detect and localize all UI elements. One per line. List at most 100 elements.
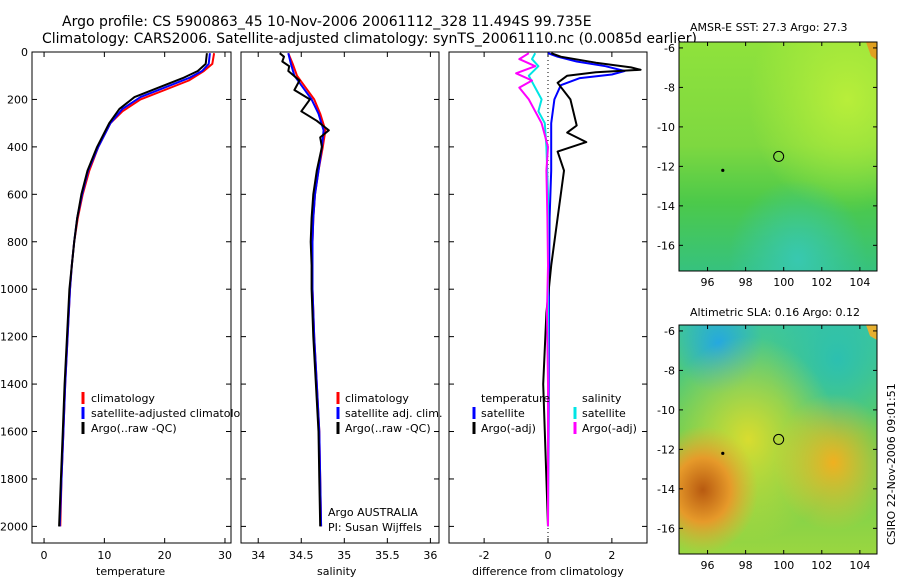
y-tick-label: 2000 — [0, 520, 28, 533]
y-tick-label: 600 — [7, 188, 28, 201]
y-tick-label: 1800 — [0, 473, 28, 486]
x-tick-label: 20 — [158, 549, 172, 562]
sst-map-panel: AMSR-E SST: 27.3 Argo: 27.3 96 98 100 102 10… — [657, 21, 878, 289]
difference-panel: -2 0 2 difference from climatology tempera… — [448, 51, 648, 578]
sla-map-title: Altimetric SLA: 0.16 Argo: 0.12 — [690, 306, 860, 319]
sla-coast-patch — [866, 325, 877, 340]
difference-xlabel: difference from climatology — [472, 565, 624, 578]
y-tick-label: -6 — [664, 325, 675, 338]
salinity-axes-frame — [240, 51, 440, 544]
sla-map-panel: Altimetric SLA: 0.16 Argo: 0.12 96 98 100 1… — [657, 306, 878, 572]
x-tick-label: 100 — [773, 276, 794, 289]
series-argo — [58, 53, 208, 527]
x-tick-label: 104 — [849, 559, 870, 572]
temperature-legend: climatology satellite-adjusted climatolo… — [81, 392, 254, 435]
y-tick-label: -16 — [657, 522, 675, 535]
difference-series — [515, 52, 642, 527]
temperature-axes-frame — [31, 51, 232, 544]
legend-sal-satellite-label: satellite — [582, 407, 626, 420]
sla-map-ticks: 96 98 100 102 104 -6 -8 -10 -12 -14 -16 — [657, 325, 877, 572]
x-tick-label: 102 — [811, 276, 832, 289]
difference-legend: temperature salinity satellite Argo(-adj… — [472, 392, 637, 435]
y-tick-label: 1400 — [0, 378, 28, 391]
y-tick-label: 400 — [7, 141, 28, 154]
salinity-xlabel: salinity — [317, 565, 357, 578]
x-tick-label: 96 — [701, 559, 715, 572]
float-trail-marker — [721, 168, 725, 172]
x-tick-label: 30 — [218, 549, 232, 562]
salinity-ticks: 34 34.5 35 35.5 36 — [241, 51, 439, 562]
x-tick-label: 98 — [739, 276, 753, 289]
x-tick-label: 0 — [545, 549, 552, 562]
x-tick-label: 2 — [608, 549, 615, 562]
x-tick-label: 35 — [337, 549, 351, 562]
argo-position-marker — [773, 433, 785, 445]
x-tick-label: 96 — [701, 276, 715, 289]
series-argo — [279, 52, 330, 527]
sst-map-ticks: 96 98 100 102 104 -6 -8 -10 -12 -14 -16 — [657, 42, 877, 289]
argo-position-marker — [773, 150, 785, 162]
legend-satellite-label: satellite-adjusted climatology — [91, 407, 254, 420]
x-tick-label: 36 — [423, 549, 437, 562]
salinity-series — [279, 52, 330, 527]
float-trail-marker — [721, 451, 725, 455]
x-tick-label: 10 — [97, 549, 111, 562]
sla-hot-patch — [679, 325, 877, 554]
x-tick-label: 104 — [849, 276, 870, 289]
series-salinity-argo-adj — [515, 52, 549, 527]
y-tick-label: -14 — [657, 483, 675, 496]
y-tick-label: -14 — [657, 200, 675, 213]
y-tick-label: -8 — [664, 81, 675, 94]
legend-satellite-label: satellite adj. clim. — [345, 407, 442, 420]
y-tick-label: 1000 — [0, 283, 28, 296]
temperature-series — [58, 53, 216, 527]
x-tick-label: 34.5 — [289, 549, 314, 562]
y-tick-label: 200 — [7, 93, 28, 106]
y-tick-label: -12 — [657, 160, 675, 173]
x-tick-label: -2 — [479, 549, 490, 562]
legend-argo-label: Argo(..raw -QC) — [345, 422, 431, 435]
y-tick-label: -16 — [657, 239, 675, 252]
y-tick-label: -10 — [657, 121, 675, 134]
legend-salinity-title: salinity — [582, 392, 622, 405]
series-temperature-satellite — [547, 52, 626, 527]
y-tick-label: -8 — [664, 364, 675, 377]
y-tick-label: 800 — [7, 236, 28, 249]
difference-ticks: -2 0 2 — [449, 51, 647, 562]
legend-temperature-title: temperature — [481, 392, 550, 405]
float-owner: Argo AUSTRALIA — [328, 506, 418, 519]
salinity-legend: climatology satellite adj. clim. Argo(..… — [336, 392, 442, 435]
footer-stamp: CSIRO 22-Nov-2006 09:01:51 — [885, 383, 898, 545]
x-tick-label: 0 — [41, 549, 48, 562]
legend-climatology-label: climatology — [345, 392, 409, 405]
sst-coast-patch — [866, 42, 877, 60]
y-tick-label: -6 — [664, 42, 675, 55]
x-tick-label: 34 — [251, 549, 265, 562]
series-temperature-argo-adj — [542, 52, 642, 527]
y-tick-label: 1200 — [0, 331, 28, 344]
salinity-panel: 34 34.5 35 35.5 36 salinity climatology sate… — [240, 51, 442, 578]
temperature-panel: 0 10 20 30 0 200 400 600 800 1000 1200 1400 1600 1800… — [0, 46, 254, 578]
x-tick-label: 98 — [739, 559, 753, 572]
sst-map-frame — [678, 41, 878, 272]
legend-climatology-label: climatology — [91, 392, 155, 405]
y-tick-label: 0 — [21, 46, 28, 59]
x-tick-label: 100 — [773, 559, 794, 572]
legend-temp-satellite-label: satellite — [481, 407, 525, 420]
x-tick-label: 35.5 — [375, 549, 400, 562]
sst-map-title: AMSR-E SST: 27.3 Argo: 27.3 — [690, 21, 848, 34]
x-tick-label: 102 — [811, 559, 832, 572]
float-pi: PI: Susan Wijffels — [328, 521, 422, 534]
legend-sal-argo-label: Argo(-adj) — [582, 422, 637, 435]
temperature-ticks: 0 10 20 30 0 200 400 600 800 1000 1200 1400 1600 1800… — [0, 46, 232, 562]
sst-cool-patch — [679, 42, 877, 271]
y-tick-label: -12 — [657, 443, 675, 456]
temperature-xlabel: temperature — [96, 565, 165, 578]
y-tick-label: -10 — [657, 404, 675, 417]
header-line1: Argo profile: CS 5900863_45 10-Nov-2006 … — [62, 14, 592, 30]
y-tick-label: 1600 — [0, 426, 28, 439]
legend-argo-label: Argo(..raw -QC) — [91, 422, 177, 435]
header-line2: Climatology: CARS2006. Satellite-adjuste… — [42, 31, 697, 47]
sla-map-frame — [678, 324, 878, 555]
